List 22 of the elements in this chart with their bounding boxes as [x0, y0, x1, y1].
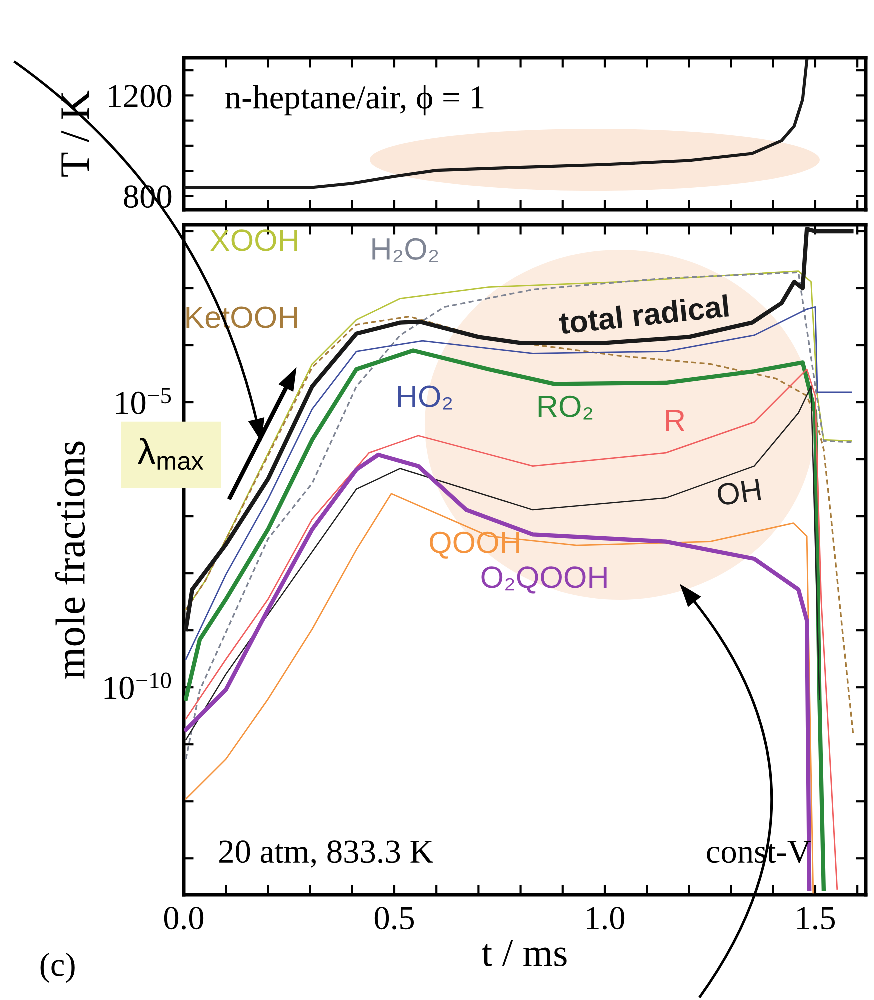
- y-tick-label: 10$^{−10}$: [104, 672, 172, 700]
- x-tick-label: 1.0: [587, 907, 625, 930]
- series-label: RO₂: [538, 396, 593, 420]
- series-label: QOOH: [430, 532, 520, 559]
- annotation: 20 atm, 833.3 K: [220, 840, 434, 868]
- y-tick-label: 10$^{−5}$: [116, 388, 172, 414]
- y-axis-title: mole fractions: [55, 442, 86, 679]
- text: (c): [40, 952, 75, 984]
- annotation: n-heptane/air, ϕ = 1: [226, 85, 484, 116]
- series-label: H₂O₂: [372, 238, 438, 262]
- x-tick-label: 0.5: [374, 907, 414, 930]
- x-tick-label: 1.5: [798, 907, 836, 930]
- y-tick-label: 1200: [109, 85, 172, 108]
- text: OH: [716, 478, 762, 506]
- series-label: R: [666, 410, 685, 432]
- text: XOOH: [210, 230, 298, 252]
- x-axis-title: t / ms: [482, 940, 567, 966]
- text: total radical: [558, 294, 730, 335]
- x-tick-label: 0.0: [164, 907, 204, 930]
- series-label: O₂QOOH: [482, 566, 607, 594]
- annotation: λ$_{max}$: [138, 438, 204, 470]
- series-label: HO₂: [398, 386, 452, 410]
